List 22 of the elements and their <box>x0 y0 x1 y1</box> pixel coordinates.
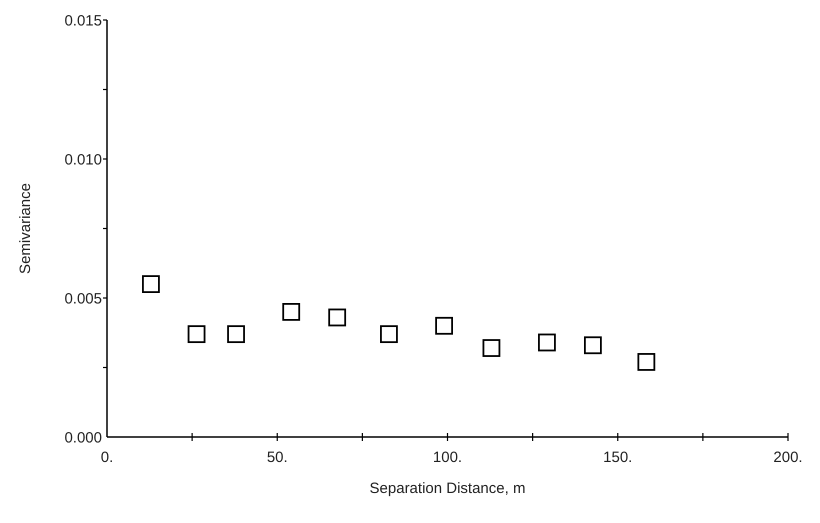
x-tick-label: 150. <box>603 449 632 466</box>
point <box>282 303 300 321</box>
y-tick-label: 0.015 <box>64 12 102 30</box>
point <box>142 275 160 293</box>
point <box>584 336 602 354</box>
point <box>435 316 453 335</box>
y-tick-label: 0.010 <box>64 151 102 168</box>
x-axis-title: Separation Distance, m <box>370 480 526 497</box>
point <box>328 308 346 326</box>
point <box>227 325 245 344</box>
y-tick-label: 0.005 <box>64 290 102 308</box>
y-tick-label: 0.000 <box>64 429 102 446</box>
point <box>637 353 656 371</box>
point <box>538 334 556 352</box>
x-tick-label: 50. <box>266 449 288 466</box>
x-tick-label: 0. <box>100 449 114 466</box>
point <box>482 339 500 357</box>
x-tick-label: 100. <box>432 449 462 466</box>
point <box>380 325 398 344</box>
x-tick-label: 200. <box>773 449 803 466</box>
y-axis-title: Semivariance <box>17 183 34 274</box>
point <box>188 325 206 344</box>
